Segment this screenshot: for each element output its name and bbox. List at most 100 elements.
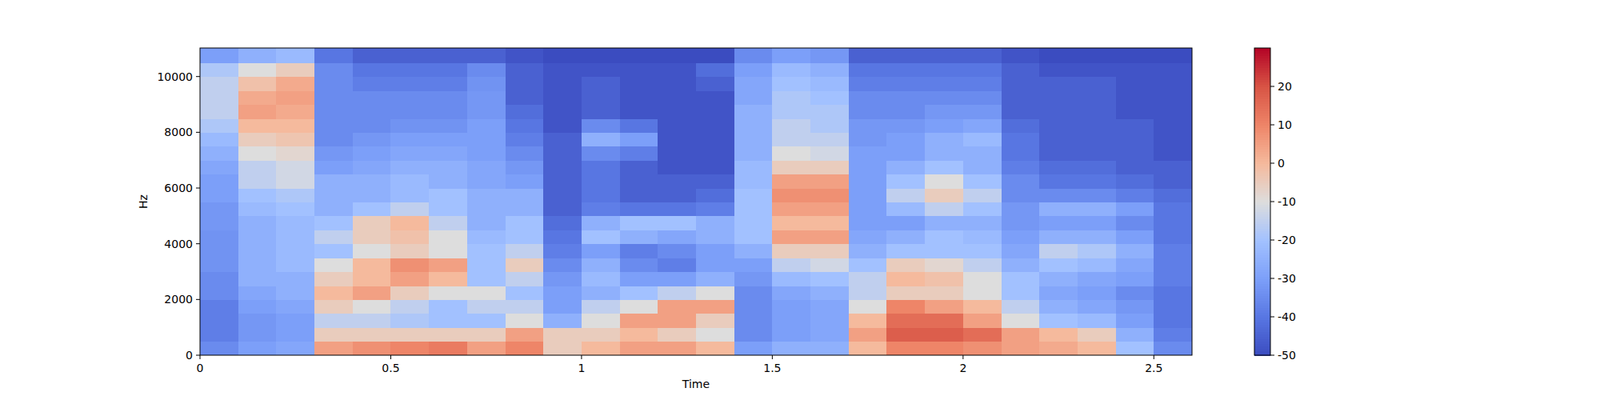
- cell: [276, 285, 315, 300]
- cell: [238, 188, 277, 203]
- cell: [810, 118, 849, 133]
- x-tick-label: 0: [196, 361, 204, 375]
- cell: [810, 104, 849, 120]
- cell: [1116, 104, 1155, 120]
- cell: [620, 229, 659, 244]
- cell: [543, 188, 582, 203]
- cell: [772, 118, 811, 133]
- cell: [276, 160, 315, 175]
- cell: [467, 76, 506, 92]
- cell: [886, 160, 925, 175]
- cell: [352, 257, 392, 272]
- cell: [428, 174, 468, 189]
- cell: [1039, 201, 1078, 216]
- cell: [1077, 229, 1116, 244]
- colorbar-tick-label: -40: [1277, 310, 1296, 324]
- cell: [314, 160, 353, 175]
- cell: [314, 229, 353, 244]
- cell: [276, 132, 315, 147]
- x-axis-label: Time: [681, 377, 710, 391]
- cell: [810, 341, 849, 356]
- cell: [924, 76, 964, 92]
- cell: [1153, 216, 1192, 231]
- cell: [657, 188, 696, 203]
- cell: [276, 62, 315, 77]
- cell: [467, 272, 506, 287]
- cell: [772, 257, 811, 272]
- cell: [1153, 229, 1192, 244]
- cell: [428, 132, 468, 147]
- cell: [505, 188, 544, 203]
- cell: [886, 272, 925, 287]
- cell: [772, 327, 811, 342]
- cell: [1001, 188, 1040, 203]
- cell: [620, 201, 659, 216]
- cell: [924, 257, 964, 272]
- cell: [657, 285, 696, 300]
- cell: [1116, 90, 1155, 105]
- cell: [276, 272, 315, 287]
- cell: [1001, 62, 1040, 77]
- cell: [1039, 229, 1078, 244]
- cell: [200, 188, 239, 203]
- cell: [848, 327, 888, 342]
- cell: [467, 160, 506, 175]
- cell: [924, 118, 964, 133]
- cell: [276, 174, 315, 189]
- cell: [696, 174, 735, 189]
- cell: [276, 104, 315, 120]
- cell: [390, 313, 429, 328]
- cell: [581, 160, 620, 175]
- cell: [734, 104, 773, 120]
- cell: [238, 174, 277, 189]
- cell: [428, 216, 468, 231]
- cell: [314, 118, 353, 133]
- cells: [200, 48, 1192, 356]
- cell: [696, 299, 735, 314]
- x-tick-label: 2.5: [1144, 361, 1163, 375]
- cell: [1116, 62, 1155, 77]
- cell: [963, 76, 1002, 92]
- y-tick: [196, 299, 200, 300]
- cell: [314, 62, 353, 77]
- cell: [924, 229, 964, 244]
- cell: [352, 201, 392, 216]
- cell: [1116, 174, 1155, 189]
- cell: [238, 146, 277, 161]
- colorbar-tick: [1270, 163, 1275, 164]
- cell: [314, 313, 353, 328]
- cell: [1001, 299, 1040, 314]
- cell: [924, 285, 964, 300]
- cell: [772, 299, 811, 314]
- cell: [772, 160, 811, 175]
- cell: [314, 104, 353, 120]
- cell: [352, 48, 392, 64]
- cell: [886, 146, 925, 161]
- cell: [200, 341, 239, 356]
- cell: [314, 188, 353, 203]
- cell: [390, 272, 429, 287]
- cell: [1039, 118, 1078, 133]
- y-tick: [196, 76, 200, 77]
- cell: [352, 229, 392, 244]
- cell: [696, 257, 735, 272]
- cell: [314, 257, 353, 272]
- cell: [620, 327, 659, 342]
- cell: [772, 285, 811, 300]
- cell: [467, 104, 506, 120]
- cell: [505, 216, 544, 231]
- cell: [657, 229, 696, 244]
- cell: [810, 244, 849, 259]
- cell: [620, 285, 659, 300]
- cell: [1001, 104, 1040, 120]
- cell: [810, 229, 849, 244]
- cell: [886, 257, 925, 272]
- cell: [657, 132, 696, 147]
- cell: [1001, 146, 1040, 161]
- cell: [581, 216, 620, 231]
- cell: [1077, 257, 1116, 272]
- cell: [200, 299, 239, 314]
- cell: [924, 216, 964, 231]
- cell: [238, 104, 277, 120]
- cell: [428, 201, 468, 216]
